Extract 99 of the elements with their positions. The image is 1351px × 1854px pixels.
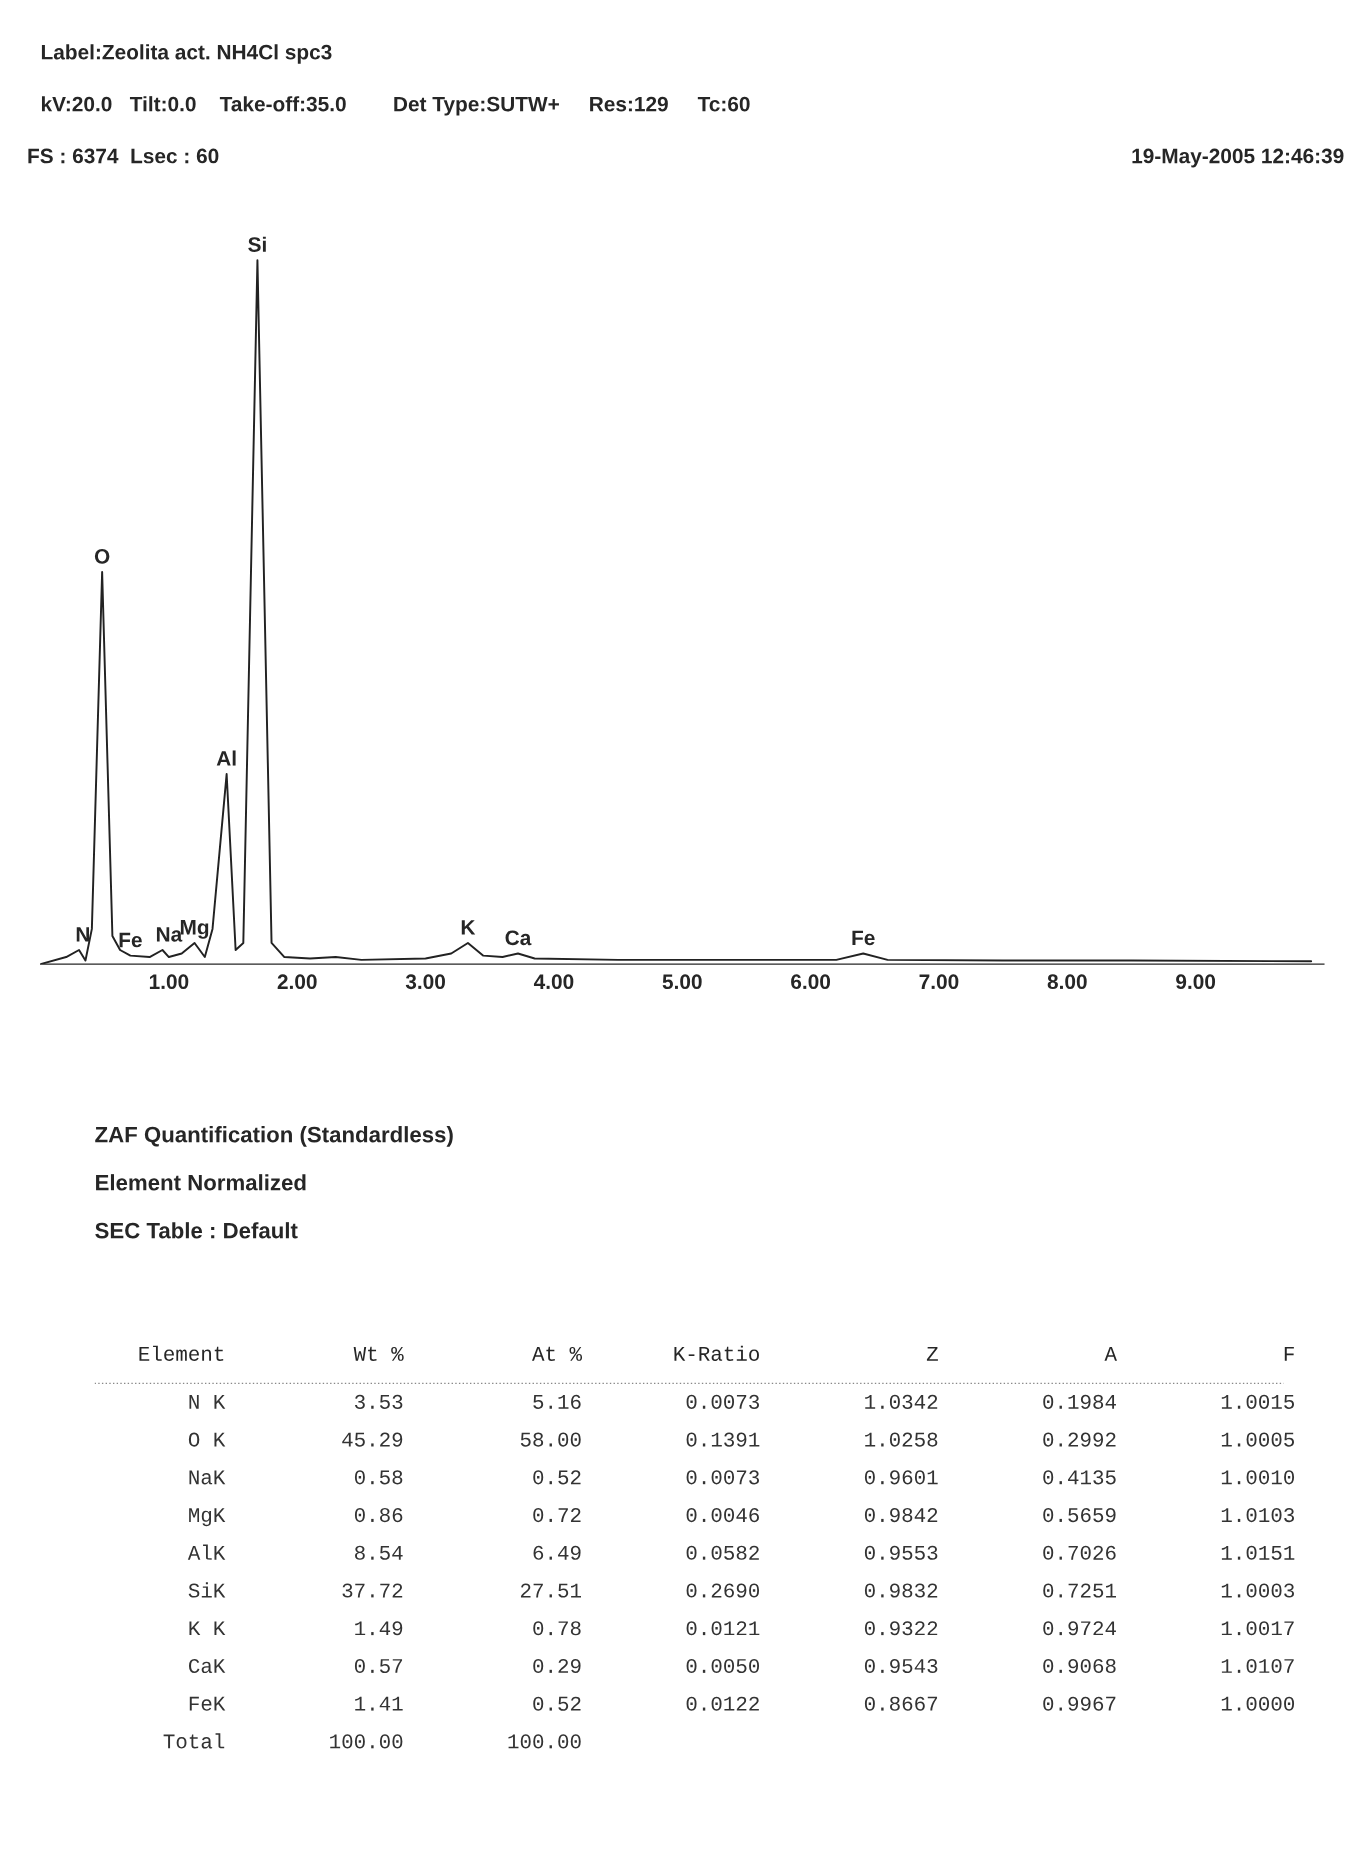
text: SiK [188, 1582, 226, 1598]
text: 0.0122 [686, 1696, 759, 1711]
text: 0.9842 [864, 1508, 938, 1523]
text: 100.00 [508, 1734, 581, 1749]
text: 0.9724 [1043, 1621, 1116, 1636]
annotation: Al [216, 750, 236, 766]
text: 1.0342 [865, 1394, 938, 1409]
text: 6.49 [533, 1545, 581, 1560]
category-label: Z [926, 1347, 938, 1361]
text: SEC Table : Default [95, 1222, 298, 1239]
text: 3.53 [354, 1394, 403, 1409]
text: ZAF Quantification (Standardless) [95, 1126, 453, 1147]
chart-subtitle: kV:20.0 Tilt:0.0 Take-off:35.0 Det Type:SUTW+ Res:129 Tc:60 [41, 96, 750, 116]
category-label: K-Ratio [674, 1345, 759, 1361]
text: 58.00 [520, 1432, 581, 1447]
text: 0.72 [533, 1508, 581, 1523]
x-tick-label: 2.00 [277, 974, 317, 990]
text: 0.7026 [1043, 1545, 1116, 1560]
text: CaK [188, 1658, 226, 1674]
text: 0.86 [354, 1508, 403, 1523]
text: 1.0017 [1221, 1621, 1294, 1636]
x-tick-label: 3.00 [405, 974, 445, 990]
text: 0.0073 [686, 1394, 760, 1409]
annotation: Si [248, 236, 266, 252]
text: 0.9553 [864, 1545, 938, 1560]
text: 37.72 [342, 1583, 403, 1598]
text: O K [188, 1432, 226, 1447]
chart-title: Label:Zeolita act. NH4Cl spc3 [41, 44, 332, 64]
text: 1.41 [355, 1696, 403, 1711]
text: 1.0005 [1221, 1432, 1295, 1447]
annotation: K [461, 920, 476, 935]
text: 0.0073 [686, 1470, 760, 1485]
text: 100.00 [330, 1734, 403, 1749]
text: 1.0003 [1221, 1583, 1295, 1598]
text: 0.9967 [1043, 1696, 1116, 1711]
text: 8.54 [355, 1545, 403, 1560]
text: 45.29 [342, 1432, 403, 1447]
text: Element Normalized [96, 1174, 306, 1191]
text: 0.8667 [864, 1696, 938, 1711]
text: 0.0050 [686, 1658, 760, 1674]
text: FeK [189, 1696, 226, 1711]
x-tick-label: 1.00 [149, 974, 189, 990]
annotation: Fe [119, 932, 142, 948]
text: NaK [189, 1470, 226, 1485]
text: 0.7251 [1043, 1583, 1116, 1598]
x-tick-label: 5.00 [662, 974, 702, 990]
text: Total [163, 1733, 225, 1749]
text: 0.4135 [1043, 1470, 1116, 1485]
text: N K [189, 1395, 226, 1409]
text: 1.0107 [1221, 1658, 1294, 1674]
text: 0.9601 [864, 1470, 938, 1485]
text: 1.0010 [1221, 1470, 1295, 1485]
text: 0.1984 [1043, 1394, 1116, 1409]
text: 0.0582 [686, 1545, 759, 1560]
text: 0.9832 [864, 1583, 938, 1598]
text: 0.2992 [1043, 1432, 1116, 1447]
text: 1.0015 [1221, 1394, 1295, 1409]
text: 0.29 [533, 1658, 581, 1674]
annotation: Fe [852, 930, 875, 946]
text: 0.5659 [1043, 1508, 1116, 1523]
x-tick-label: 8.00 [1047, 974, 1087, 990]
text: 0.52 [533, 1696, 581, 1711]
text: 0.78 [533, 1621, 581, 1636]
text: K K [189, 1621, 226, 1636]
category-label: Wt % [353, 1346, 404, 1361]
text: 0.0046 [686, 1508, 759, 1523]
annotation: Ca [505, 930, 532, 946]
text: 0.9068 [1043, 1658, 1116, 1674]
text: AlK [187, 1544, 226, 1560]
text: 0.9322 [864, 1621, 938, 1636]
text: 1.49 [355, 1621, 403, 1636]
category-label: A [1104, 1347, 1117, 1361]
text: MgK [189, 1508, 226, 1527]
text: 27.51 [520, 1583, 581, 1598]
text: 0.1391 [686, 1432, 760, 1447]
text: 0.52 [533, 1470, 581, 1485]
x-tick-label: 9.00 [1176, 974, 1216, 990]
text: 5.16 [533, 1394, 581, 1409]
text: 0.0121 [686, 1621, 760, 1636]
text: 0.9543 [864, 1658, 938, 1674]
category-label: F [1284, 1347, 1294, 1361]
text: 0.58 [354, 1470, 403, 1485]
text: 0.57 [354, 1658, 403, 1674]
category-label: At % [532, 1346, 583, 1361]
text: 1.0258 [865, 1432, 938, 1447]
text: 1.0151 [1221, 1545, 1295, 1560]
text: 1.0000 [1221, 1696, 1295, 1711]
x-tick-label: 6.00 [791, 974, 831, 990]
text: 19-May-2005 12:46:39 [1132, 148, 1344, 168]
category-label: Element [139, 1345, 224, 1361]
annotation: N [76, 927, 89, 942]
annotation: Na [156, 927, 183, 942]
annotation: O [94, 549, 110, 564]
x-tick-label: 4.00 [533, 974, 574, 990]
text: 1.0103 [1221, 1508, 1295, 1523]
x-tick-label: 7.00 [919, 974, 959, 990]
text: 0.2690 [686, 1583, 760, 1598]
annotation: Mg [180, 920, 209, 939]
text: FS : 6374 Lsec : 60 [28, 148, 219, 164]
